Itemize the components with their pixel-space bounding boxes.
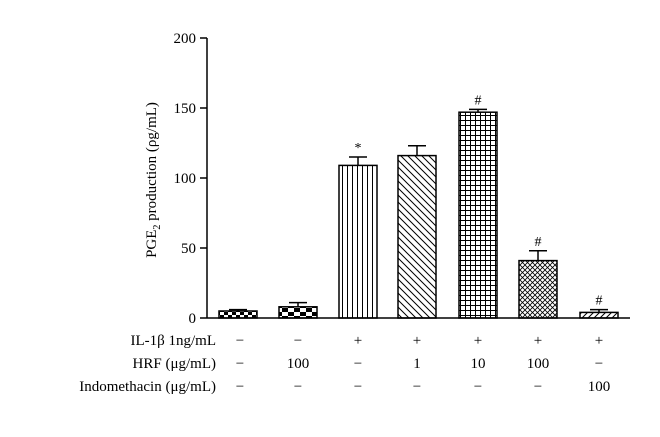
significance-mark: #: [596, 294, 603, 309]
y-tick-label: 150: [174, 101, 197, 117]
condition-value: 100: [588, 379, 611, 395]
bar: [458, 111, 498, 319]
condition-value: −: [294, 333, 302, 349]
condition-label: HRF (μg/mL): [133, 356, 216, 372]
y-tick-label: 100: [174, 171, 197, 187]
bar: [518, 259, 558, 319]
bar: [278, 306, 318, 319]
condition-value: +: [413, 333, 421, 349]
condition-value: 1: [413, 356, 421, 372]
condition-value: −: [354, 379, 362, 395]
condition-label: Indomethacin (μg/mL): [79, 379, 216, 395]
y-axis: 0 50 100 150 200: [174, 31, 208, 327]
y-tick-label: 0: [189, 311, 197, 327]
bar: [579, 311, 619, 319]
condition-value: −: [534, 379, 542, 395]
condition-value: −: [294, 379, 302, 395]
significance-mark: #: [475, 93, 482, 108]
condition-value: 10: [471, 356, 486, 372]
bar: [338, 164, 378, 319]
y-axis-label: PGE2 production (ρg/mL): [144, 102, 163, 258]
bar: [397, 154, 437, 319]
condition-value: −: [474, 379, 482, 395]
bar-group: [218, 308, 258, 319]
bar: [218, 310, 258, 319]
condition-value: −: [354, 356, 362, 372]
y-tick-label: 50: [181, 241, 196, 257]
bar-group: #: [579, 294, 619, 319]
condition-value: −: [413, 379, 421, 395]
condition-value: −: [236, 379, 244, 395]
bar-group: #: [458, 93, 498, 319]
significance-mark: #: [535, 235, 542, 250]
condition-value: −: [236, 333, 244, 349]
condition-value: 100: [527, 356, 550, 372]
condition-value: −: [236, 356, 244, 372]
condition-value: 100: [287, 356, 310, 372]
bar-group: [397, 145, 437, 319]
bar-group: *: [338, 141, 378, 319]
condition-value: +: [595, 333, 603, 349]
condition-value: +: [354, 333, 362, 349]
condition-label: IL-1β 1ng/mL: [130, 333, 216, 349]
condition-value: +: [474, 333, 482, 349]
bar-group: [278, 301, 318, 319]
condition-value: +: [534, 333, 542, 349]
condition-table: IL-1β 1ng/mL − − + + + + + HRF (μg/mL) − 100 − 1 10 10…: [79, 333, 610, 395]
bars: * # # #: [207, 93, 630, 319]
y-tick-label: 200: [174, 31, 197, 47]
significance-mark: *: [355, 141, 362, 156]
bar-group: #: [518, 235, 558, 319]
condition-value: −: [595, 356, 603, 372]
